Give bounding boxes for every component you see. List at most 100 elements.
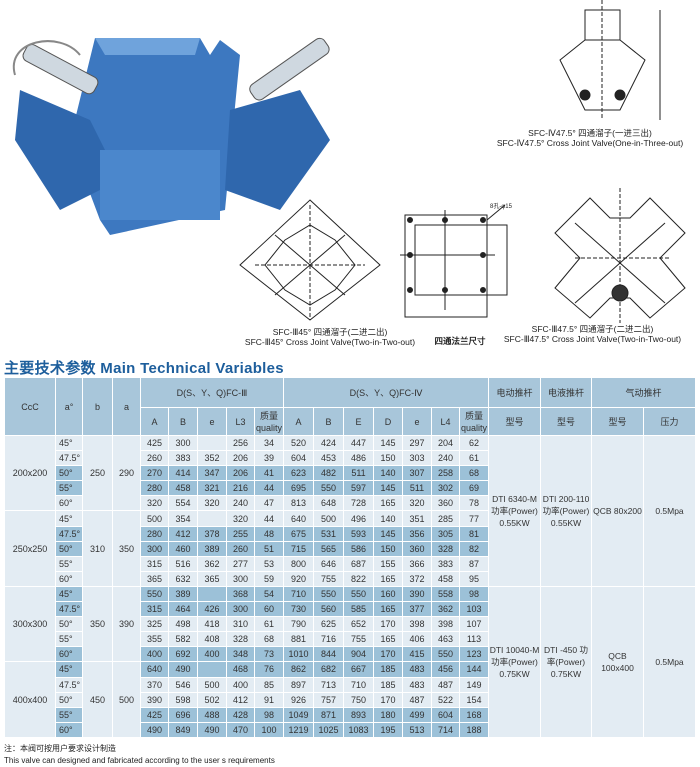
fc4-value: 604 bbox=[431, 706, 460, 723]
table-row: 55° 280 458 321 216 44 695 550 597 145 511 302 69 bbox=[5, 480, 696, 497]
fc4-value: 383 bbox=[431, 555, 460, 572]
caption-iii45-en: SFC-Ⅲ45° Cross Joint Valve(Two-in-Two-ou… bbox=[244, 337, 416, 347]
fc4-value: 145 bbox=[373, 480, 403, 497]
fc3-value bbox=[197, 585, 227, 603]
fc4-value: 145 bbox=[373, 434, 403, 452]
pressure-spec: 0.5Mpa bbox=[643, 585, 696, 738]
header-fc3-col: B bbox=[168, 407, 198, 436]
page-title: 主要技术参数 Main Technical Variables bbox=[4, 360, 284, 377]
header-electric: 电动推杆 bbox=[488, 377, 541, 408]
fc4-value: 728 bbox=[343, 495, 374, 512]
note-en: This valve can designed and fabricated a… bbox=[4, 756, 275, 765]
header-model: 型号 bbox=[488, 407, 541, 436]
fc4-value: 366 bbox=[402, 555, 432, 572]
fc3-value: 59 bbox=[254, 570, 284, 587]
fc4-value: 285 bbox=[431, 510, 460, 527]
fc4-value: 755 bbox=[343, 631, 374, 648]
fc4-value: 240 bbox=[431, 450, 460, 467]
fc3-value: 277 bbox=[226, 555, 255, 572]
angle-cell: 45° bbox=[55, 585, 83, 603]
fc4-value: 68 bbox=[459, 465, 489, 482]
fc3-value: 216 bbox=[226, 480, 255, 497]
fc4-value: 297 bbox=[402, 434, 432, 452]
a-cell: 290 bbox=[112, 434, 141, 512]
fc3-value: 320 bbox=[197, 495, 227, 512]
table-row: 300x300 45° 350 390 550 389 368 54 710 550 550 160 3… bbox=[4, 585, 696, 738]
fc4-value: 1083 bbox=[343, 721, 374, 738]
fc4-value: 415 bbox=[402, 646, 432, 663]
fc3-value bbox=[197, 434, 227, 452]
table-row: 50° 270 414 347 206 41 623 482 511 140 307 258 68 bbox=[5, 465, 696, 482]
fc4-value: 160 bbox=[373, 585, 403, 603]
angle-cell: 47.5° bbox=[55, 450, 83, 467]
fc4-value: 372 bbox=[402, 570, 432, 587]
fc4-value: 77 bbox=[459, 510, 489, 527]
fc4-value: 790 bbox=[283, 616, 314, 633]
fc3-value: 632 bbox=[168, 570, 198, 587]
angle-cell: 55° bbox=[55, 480, 83, 497]
fc3-value: 412 bbox=[168, 525, 198, 542]
fc4-value: 140 bbox=[373, 510, 403, 527]
fc4-value: 144 bbox=[459, 661, 489, 678]
angle-cell: 50° bbox=[55, 616, 83, 633]
spec-table: CcC a° b a D(S、Y、Q)FC-Ⅲ D(S、Y、Q)FC-Ⅳ 电动推杆 电液推杆气… bbox=[4, 377, 696, 738]
fc4-value: 170 bbox=[373, 646, 403, 663]
fc4-value: 715 bbox=[283, 540, 314, 557]
fc3-value: 280 bbox=[140, 525, 169, 542]
fc4-value: 87 bbox=[459, 555, 489, 572]
fc4-value: 550 bbox=[343, 585, 374, 603]
fc3-value: 428 bbox=[226, 706, 255, 723]
table-row: 47.5° 280 412 378 255 48 675 531 593 145 356 305 81 bbox=[5, 525, 696, 542]
fc4-value: 453 bbox=[313, 450, 344, 467]
fc4-value: 351 bbox=[402, 510, 432, 527]
fc4-value: 482 bbox=[313, 465, 344, 482]
fc3-value: 488 bbox=[197, 706, 227, 723]
fc4-value: 377 bbox=[402, 601, 432, 618]
fc4-value: 188 bbox=[459, 721, 489, 738]
fc4-value: 168 bbox=[459, 706, 489, 723]
fc4-value: 150 bbox=[373, 540, 403, 557]
fc3-value: 425 bbox=[140, 434, 169, 452]
fc3-value: 41 bbox=[254, 465, 284, 482]
fc4-value: 149 bbox=[459, 676, 489, 693]
fc4-value: 648 bbox=[313, 495, 344, 512]
fc3-value: 383 bbox=[168, 450, 198, 467]
fc4-value: 82 bbox=[459, 540, 489, 557]
b-cell: 250 bbox=[82, 434, 113, 512]
table-row: 60° 400 692 400 348 73 1010 844 904 170 415 550 123 bbox=[5, 646, 696, 663]
table-row: 55° 355 582 408 328 68 881 716 755 165 406 463 113 bbox=[5, 631, 696, 648]
fc3-value: 426 bbox=[197, 601, 227, 618]
fc3-value: 34 bbox=[254, 434, 284, 452]
table-row: 250x250 45° 310 350 500 354 320 44 640 500 496 140 3… bbox=[4, 510, 696, 587]
fc4-value: 926 bbox=[283, 691, 314, 708]
fc4-value: 695 bbox=[283, 480, 314, 497]
table-row: 50° 300 460 389 260 51 715 565 586 150 360 328 82 bbox=[5, 540, 696, 557]
fc4-value: 258 bbox=[431, 465, 460, 482]
fc3-value: 39 bbox=[254, 450, 284, 467]
header-fc4-col: L4 bbox=[431, 407, 460, 436]
fc4-value: 714 bbox=[431, 721, 460, 738]
b-cell: 350 bbox=[82, 585, 113, 663]
fc3-value: 325 bbox=[140, 616, 169, 633]
fc3-value: 328 bbox=[226, 631, 255, 648]
fc4-value: 550 bbox=[313, 480, 344, 497]
fc3-value: 365 bbox=[197, 570, 227, 587]
size-cell: 200x200 bbox=[4, 434, 56, 512]
fc4-value: 305 bbox=[431, 525, 460, 542]
fc3-value: 240 bbox=[226, 495, 255, 512]
fc4-value: 447 bbox=[343, 434, 374, 452]
fc3-value: 51 bbox=[254, 540, 284, 557]
hydraulic-spec: DTI -450 功率(Power) 0.75KW bbox=[540, 585, 592, 738]
fc4-value: 103 bbox=[459, 601, 489, 618]
fc4-value: 871 bbox=[313, 706, 344, 723]
fc4-value: 398 bbox=[402, 616, 432, 633]
fc3-value: 260 bbox=[226, 540, 255, 557]
fc4-value: 155 bbox=[373, 555, 403, 572]
header-fc3-col: 质量 quality bbox=[254, 407, 284, 436]
fc4-value: 360 bbox=[431, 495, 460, 512]
fc3-value: 320 bbox=[226, 510, 255, 527]
angle-cell: 50° bbox=[55, 691, 83, 708]
fc4-value: 320 bbox=[402, 495, 432, 512]
fc3-value bbox=[197, 661, 227, 678]
fc4-value: 862 bbox=[283, 661, 314, 678]
